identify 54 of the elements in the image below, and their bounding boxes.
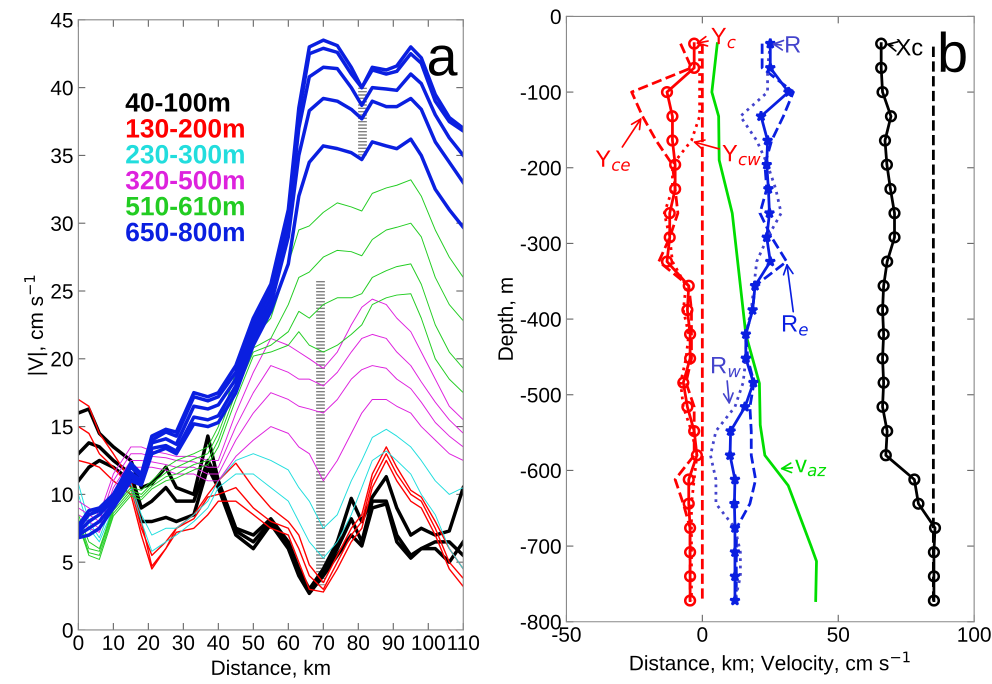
text: 230-300m <box>126 144 244 164</box>
x-tick-label: 50 <box>827 627 850 642</box>
y-tick-label: 25 <box>51 284 73 299</box>
x-tick-label: 0 <box>73 635 84 650</box>
y-tick-label: 10 <box>52 487 73 502</box>
y-tick-label: -600 <box>520 463 561 478</box>
x-tick-label: -50 <box>552 627 581 642</box>
y-tick-label: -500 <box>520 388 561 403</box>
x-tick-label: 110 <box>448 635 480 650</box>
annotation: a <box>428 45 458 76</box>
annotation: Xc <box>896 39 922 56</box>
y-tick-label: -700 <box>520 539 561 554</box>
x-tick-label: 70 <box>312 635 334 650</box>
text: 130-200m <box>126 119 244 138</box>
y-tick-label: 5 <box>62 555 73 570</box>
annotation: Y$_{cw}$ <box>722 144 761 166</box>
x-tick-label: 50 <box>242 635 264 650</box>
y-tick-label: -800 <box>520 614 561 630</box>
annotation: v$_{az}$ <box>795 460 826 476</box>
annotation: Y$_{ce}$ <box>596 150 630 171</box>
y-tick-label: -300 <box>520 236 561 252</box>
x-tick-label: 0 <box>697 627 708 642</box>
y-tick-label: 35 <box>51 148 73 164</box>
y-tick-label: -200 <box>520 160 561 176</box>
y-tick-label: 20 <box>51 352 73 367</box>
y-tick-label: -400 <box>520 312 561 327</box>
y-axis-title: Depth, m <box>498 278 518 360</box>
annotation: R <box>786 36 800 53</box>
text: 320-500m <box>126 170 244 190</box>
y-tick-label: 15 <box>52 420 73 434</box>
x-tick-label: 20 <box>138 635 160 650</box>
series-label: 650-800m <box>126 222 244 242</box>
x-tick-label: 40 <box>207 635 230 650</box>
annotation: b <box>940 32 966 72</box>
text: 510-610m <box>126 196 244 216</box>
x-tick-label: 30 <box>172 635 194 650</box>
x-tick-label: 80 <box>348 635 370 650</box>
x-tick-label: 100 <box>412 635 445 650</box>
annotation: Y$_{c}$ <box>711 28 736 48</box>
annotation: R$_{e}$ <box>782 315 808 336</box>
y-tick-label: 30 <box>51 216 73 231</box>
text: 40-100m <box>126 93 230 112</box>
annotation: R$_{w}$ <box>712 357 741 378</box>
x-tick-label: 60 <box>278 635 300 650</box>
y-tick-label: 45 <box>50 13 73 28</box>
y-axis-title: |V|, cm s$^{−1}$ <box>24 276 48 374</box>
x-axis-title: Distance, km <box>212 660 330 678</box>
x-axis-title: Distance, km; Velocity, cm s$^{−1}$ <box>630 652 910 675</box>
y-tick-label: 0 <box>550 9 561 24</box>
x-tick-label: 100 <box>958 627 991 642</box>
x-tick-label: 90 <box>382 635 404 650</box>
y-tick-label: -100 <box>520 85 561 100</box>
y-tick-label: 40 <box>50 80 73 96</box>
x-tick-label: 10 <box>103 635 124 650</box>
